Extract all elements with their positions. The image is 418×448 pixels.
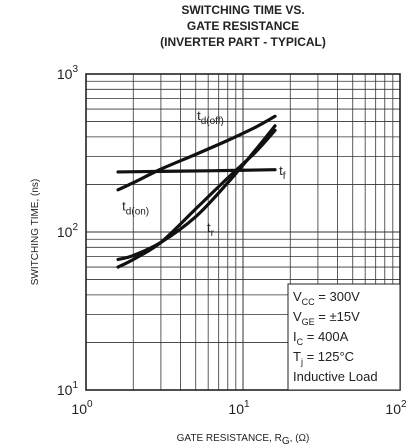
y-tick-exp: 2 (72, 222, 78, 233)
annotation-value: = ±15V (315, 309, 360, 324)
x-tick-labels: 100 101 102 (71, 399, 407, 417)
y-tick-exp: 3 (72, 64, 78, 75)
series-label-main: t (279, 163, 283, 178)
annotation-line: IC = 400A (293, 329, 349, 347)
series-label-sub: r (211, 228, 215, 239)
series-label-main: t (122, 198, 126, 213)
series-line-t-f (116, 168, 277, 174)
chart-title: SWITCHING TIME VS. GATE RESISTANCE (INVE… (160, 3, 326, 49)
y-axis-label: SWITCHING TIME, (ns) (30, 179, 41, 285)
series-label-main: t (207, 220, 211, 235)
y-tick-label: 101 (57, 380, 79, 398)
x-axis-label-main: GATE RESISTANCE, R (177, 433, 282, 444)
series-label-sub: d(on) (126, 206, 149, 217)
annotation-main: V (293, 309, 302, 324)
annotation-main: V (293, 289, 302, 304)
x-tick-exp: 0 (87, 399, 93, 410)
chart-title-line-1: SWITCHING TIME VS. (181, 3, 304, 17)
annotation-sub: GE (302, 317, 315, 327)
x-axis-label-unit: , (Ω) (290, 433, 310, 444)
series-label-sub: d(off) (201, 116, 224, 127)
y-tick-base: 10 (57, 66, 73, 82)
x-tick-base: 10 (71, 401, 87, 417)
annotation-main: Inductive Load (293, 369, 378, 384)
plot-frame (85, 73, 401, 391)
x-tick-label: 101 (228, 399, 250, 417)
series-line-t-r (116, 128, 277, 269)
annotation-line: VGE = ±15V (293, 309, 360, 327)
annotation-line: Inductive Load (293, 369, 378, 384)
series-label: td(off) (197, 108, 224, 127)
x-tick-label: 102 (385, 399, 407, 417)
annotation-line: VCC = 300V (293, 289, 360, 307)
annotation-value: = 300V (315, 289, 361, 304)
annotation-value: = 125°C (303, 349, 354, 364)
series-label: tf (279, 163, 286, 182)
x-tick-exp: 2 (401, 399, 407, 410)
annotation-sub: C (297, 337, 304, 347)
x-axis-label-sub: G (282, 436, 290, 447)
x-tick-base: 10 (228, 401, 244, 417)
series-label-sub: f (283, 171, 286, 182)
annotation-sub: CC (302, 297, 315, 307)
y-tick-base: 10 (57, 382, 73, 398)
x-tick-exp: 1 (244, 399, 250, 410)
y-tick-label: 103 (57, 64, 79, 82)
series-line-t-d-off- (116, 114, 277, 192)
annotation-line: Tj = 125°C (293, 349, 354, 367)
annotation-value: = 400A (303, 329, 349, 344)
x-tick-label: 100 (71, 399, 93, 417)
curves (116, 114, 277, 269)
series-label: tr (207, 220, 215, 239)
x-axis-label: GATE RESISTANCE, RG, (Ω) (177, 433, 310, 447)
chart-title-line-3: (INVERTER PART - TYPICAL) (160, 35, 326, 49)
y-tick-label: 102 (57, 222, 79, 240)
annotation-sub: j (300, 357, 303, 367)
series-label-main: t (197, 108, 201, 123)
annotation-background (287, 283, 401, 391)
annotation-main: T (293, 349, 301, 364)
y-tick-base: 10 (57, 224, 73, 240)
annotation-main: I (293, 329, 297, 344)
series-label: td(on) (122, 198, 149, 217)
y-tick-exp: 1 (72, 380, 78, 391)
x-tick-base: 10 (385, 401, 401, 417)
chart-title-line-2: GATE RESISTANCE (187, 19, 299, 33)
